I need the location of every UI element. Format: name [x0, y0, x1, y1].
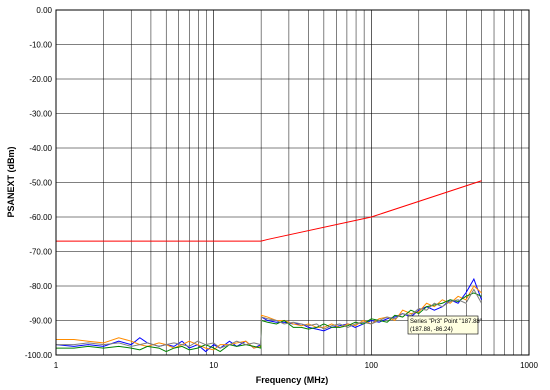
y-tick-label: -40.00: [29, 144, 52, 153]
y-tick-label: -50.00: [29, 179, 52, 188]
y-tick-label: -70.00: [29, 248, 52, 257]
y-tick-label: -100.00: [25, 351, 53, 360]
y-tick-labels: 0.00 -10.00 -20.00 -30.00 -40.00 -50.00 -60.00…: [25, 6, 53, 360]
x-tick-label: 10: [209, 361, 218, 370]
y-axis-title: PSANEXT (dBm): [6, 146, 16, 217]
x-tick-labels: 1 10 100 1000: [54, 361, 539, 370]
y-tick-label: -10.00: [29, 41, 52, 50]
data-point-tooltip: Series "Pr3" Point "187.88" (187.88, -86…: [407, 315, 482, 335]
x-tick-label: 1000: [520, 361, 538, 370]
series-line-4: [56, 292, 482, 353]
y-tick-label: 0.00: [36, 6, 52, 15]
series-line-5: [56, 288, 482, 349]
y-tick-label: -90.00: [29, 317, 52, 326]
plot-border: [55, 9, 530, 356]
y-tick-label: -20.00: [29, 75, 52, 84]
tooltip-line-1: Series "Pr3" Point "187.88": [410, 319, 482, 325]
x-axis-title: Frequency (MHz): [256, 375, 329, 385]
tooltip-box: [407, 315, 479, 335]
y-tick-label: -80.00: [29, 282, 52, 291]
x-tick-label: 1: [54, 361, 59, 370]
x-tick-label: 100: [365, 361, 379, 370]
series-group: [55, 180, 483, 353]
tooltip-line-2: (187.88, -86.24): [410, 327, 453, 333]
y-tick-label: -60.00: [29, 213, 52, 222]
y-tick-label: -30.00: [29, 110, 52, 119]
series-line-1: [56, 180, 482, 242]
